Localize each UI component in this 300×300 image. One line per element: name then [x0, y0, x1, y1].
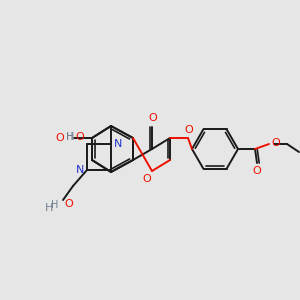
- Text: O: O: [184, 125, 194, 135]
- Text: N: N: [114, 139, 122, 149]
- Text: O: O: [55, 133, 64, 143]
- Text: O: O: [76, 132, 84, 142]
- Text: O: O: [64, 199, 73, 209]
- Text: H: H: [66, 132, 74, 142]
- Text: O: O: [253, 166, 261, 176]
- Text: H: H: [66, 132, 74, 142]
- Text: H: H: [51, 200, 59, 210]
- Text: O: O: [142, 174, 152, 184]
- Text: O: O: [272, 138, 280, 148]
- Text: H: H: [45, 203, 53, 213]
- Text: O: O: [148, 113, 158, 123]
- Text: N: N: [76, 165, 84, 175]
